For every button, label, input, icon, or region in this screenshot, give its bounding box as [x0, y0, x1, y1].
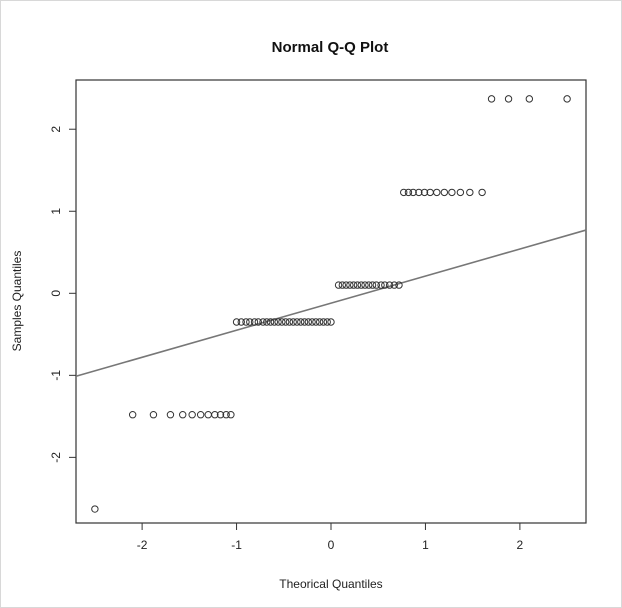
data-point	[166, 411, 175, 419]
data-point	[334, 281, 343, 289]
data-point	[289, 318, 297, 326]
data-point	[278, 318, 286, 326]
data-point	[478, 188, 486, 197]
data-point	[281, 318, 290, 326]
data-point	[456, 188, 465, 197]
data-point	[327, 318, 335, 326]
data-point	[216, 411, 225, 419]
y-axis-label: Samples Quantiles	[10, 251, 24, 352]
data-point	[246, 318, 254, 326]
data-point	[304, 318, 313, 326]
data-point	[222, 411, 230, 419]
plot-area	[75, 79, 587, 524]
data-point	[504, 95, 513, 103]
y-tick-label: -1	[49, 370, 63, 381]
data-point	[242, 318, 250, 326]
y-tick-label: 0	[49, 290, 63, 297]
data-point	[237, 318, 245, 326]
data-point	[440, 188, 449, 197]
x-tick-label: -1	[231, 538, 242, 552]
data-point	[227, 411, 235, 419]
reference-line	[75, 229, 587, 378]
data-point	[466, 188, 474, 197]
data-point	[323, 318, 331, 326]
data-point	[300, 318, 309, 326]
data-point	[196, 411, 205, 419]
x-tick-label: 2	[517, 538, 524, 552]
data-point	[409, 188, 417, 197]
data-point	[285, 318, 294, 326]
data-point	[381, 281, 389, 289]
data-point	[390, 281, 398, 289]
data-point	[259, 318, 267, 326]
data-point	[250, 318, 259, 326]
data-point	[400, 188, 408, 197]
y-axis: -2 -1 0 1 2	[49, 126, 76, 463]
x-axis: -2 -1 0 1 2	[137, 523, 524, 552]
data-point	[353, 281, 362, 289]
data-point	[342, 281, 350, 289]
data-point	[361, 281, 369, 289]
data-point	[487, 95, 496, 103]
y-tick-label: -2	[49, 452, 63, 463]
data-point	[315, 318, 324, 326]
data-point	[128, 411, 137, 419]
data-point	[395, 281, 403, 289]
data-point	[266, 318, 275, 326]
data-point	[319, 318, 328, 326]
data-point	[385, 281, 394, 289]
chart-title: Normal Q-Q Plot	[272, 39, 389, 56]
data-point	[404, 188, 413, 197]
data-point	[357, 281, 365, 289]
data-point	[308, 318, 316, 326]
data-point	[365, 281, 373, 289]
data-point	[338, 281, 347, 289]
data-point	[372, 281, 381, 289]
data-point	[149, 411, 158, 419]
data-point	[433, 188, 441, 197]
data-point	[448, 188, 456, 197]
y-tick-label: 2	[49, 126, 63, 133]
data-point	[346, 281, 354, 289]
data-point	[179, 411, 187, 419]
data-point	[415, 188, 423, 197]
data-point	[263, 318, 271, 326]
data-point	[377, 281, 385, 289]
x-axis-label: Theorical Quantiles	[279, 577, 382, 591]
data-point	[91, 505, 99, 513]
data-point	[270, 318, 279, 326]
data-point	[420, 188, 429, 197]
data-point	[312, 318, 320, 326]
data-point	[563, 95, 571, 103]
data-point	[254, 318, 262, 326]
data-point	[274, 318, 282, 326]
x-tick-label: -2	[137, 538, 148, 552]
x-tick-label: 1	[422, 538, 429, 552]
data-point	[293, 318, 301, 326]
x-tick-label: 0	[328, 538, 335, 552]
sample-points	[91, 95, 571, 513]
y-tick-label: 1	[49, 208, 63, 215]
data-point	[211, 411, 219, 419]
data-point	[349, 281, 358, 289]
data-point	[204, 411, 212, 419]
data-point	[525, 95, 534, 103]
data-point	[297, 318, 305, 326]
data-point	[368, 281, 377, 289]
data-point	[232, 318, 241, 326]
data-point	[188, 411, 196, 419]
